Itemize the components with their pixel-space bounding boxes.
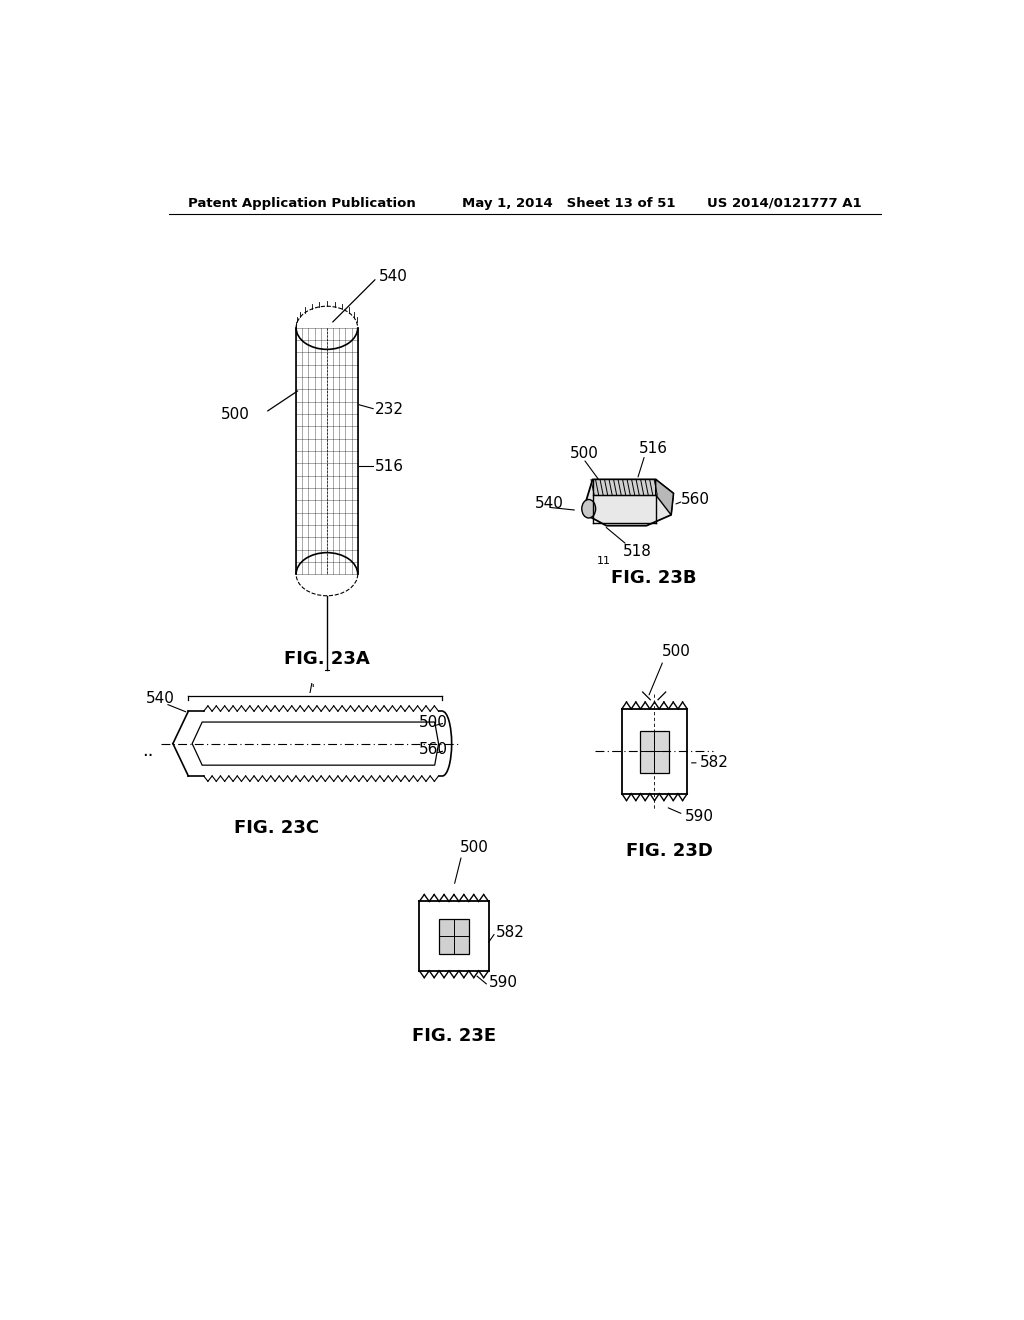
Ellipse shape — [582, 499, 596, 517]
Text: 590: 590 — [488, 974, 517, 990]
Text: 516: 516 — [639, 441, 668, 457]
Text: l': l' — [308, 684, 315, 696]
Text: 560: 560 — [419, 742, 449, 758]
Bar — [297, 327, 357, 574]
Bar — [419, 902, 488, 970]
Bar — [640, 730, 669, 774]
Text: FIG. 23C: FIG. 23C — [234, 820, 319, 837]
Text: Patent Application Publication: Patent Application Publication — [188, 197, 416, 210]
Text: 500: 500 — [221, 407, 250, 421]
Text: 232: 232 — [375, 401, 403, 417]
Text: 540: 540 — [146, 692, 175, 706]
Text: 11: 11 — [596, 556, 610, 566]
Text: FIG. 23B: FIG. 23B — [611, 569, 697, 587]
Text: 518: 518 — [624, 544, 652, 558]
Bar — [622, 709, 687, 793]
Text: May 1, 2014   Sheet 13 of 51: May 1, 2014 Sheet 13 of 51 — [462, 197, 675, 210]
Text: 500: 500 — [569, 446, 598, 461]
Text: 500: 500 — [460, 840, 489, 855]
Bar — [439, 919, 469, 954]
Text: 582: 582 — [497, 925, 525, 940]
Text: FIG. 23A: FIG. 23A — [284, 649, 370, 668]
Polygon shape — [585, 479, 674, 525]
Text: ..: .. — [142, 742, 154, 760]
Text: 500: 500 — [419, 714, 449, 730]
Text: FIG. 23D: FIG. 23D — [626, 842, 713, 861]
Text: US 2014/0121777 A1: US 2014/0121777 A1 — [708, 197, 862, 210]
Text: 500: 500 — [662, 644, 691, 659]
Text: FIG. 23E: FIG. 23E — [412, 1027, 496, 1045]
Text: 540: 540 — [535, 496, 563, 511]
Polygon shape — [173, 711, 452, 776]
Polygon shape — [193, 722, 438, 766]
Text: 590: 590 — [685, 809, 714, 824]
Text: 516: 516 — [375, 459, 403, 474]
Text: 540: 540 — [379, 269, 408, 284]
Text: 582: 582 — [700, 755, 729, 771]
Polygon shape — [593, 479, 655, 495]
Polygon shape — [655, 479, 674, 515]
Text: 560: 560 — [681, 492, 710, 507]
